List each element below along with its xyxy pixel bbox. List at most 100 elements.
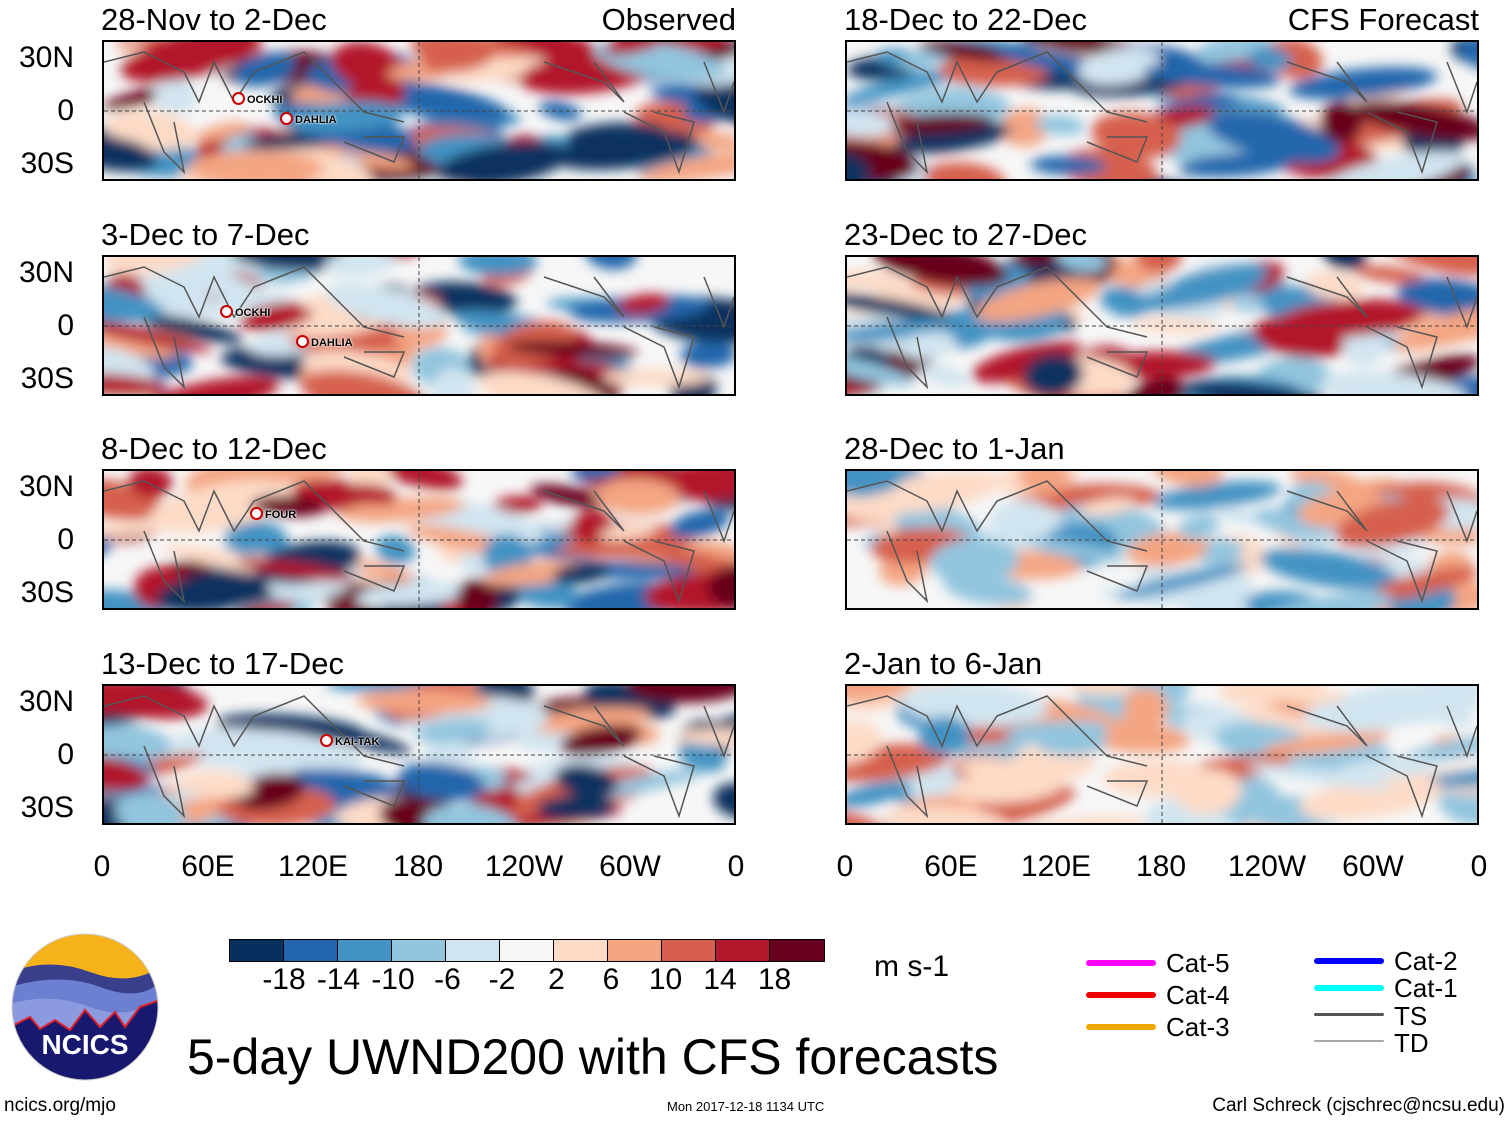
lat-tick-label: 30N (18, 41, 74, 74)
lon-tick-label: 0 (1470, 850, 1488, 883)
wind-anomaly-contour (136, 313, 244, 344)
wind-anomaly-contour (115, 792, 186, 823)
wind-anomaly-contour (506, 340, 638, 359)
wind-anomaly-contour (847, 780, 913, 808)
wind-anomaly-contour (1368, 567, 1477, 601)
wind-anomaly-contour (929, 538, 1020, 584)
wind-anomaly-contour (1216, 506, 1264, 526)
wind-anomaly-contour (536, 794, 616, 821)
wind-anomaly-contour (847, 686, 912, 702)
wind-anomaly-contour (1250, 591, 1392, 608)
wind-anomaly-contour (847, 720, 883, 766)
lon-tick-label: 120W (1227, 850, 1307, 883)
wind-anomaly-contour (989, 500, 1060, 543)
track-line-cat-2 (1314, 958, 1384, 964)
wind-anomaly-contour (325, 282, 448, 328)
wind-anomaly-contour (154, 77, 198, 114)
wind-anomaly-contour (1420, 766, 1477, 788)
wind-anomaly-contour (617, 293, 670, 315)
wind-anomaly-contour (1015, 816, 1148, 823)
track-legend-label: Cat-3 (1166, 1012, 1230, 1042)
colorbar-swatch (716, 940, 770, 961)
wind-anomaly-contour (1091, 112, 1182, 159)
wind-anomaly-contour (338, 497, 466, 523)
lon-tick-label: 120W (484, 850, 564, 883)
wind-anomaly-contour (1000, 108, 1050, 147)
wind-anomaly-contour (873, 257, 1008, 287)
wind-anomaly-contour (1019, 42, 1126, 55)
wind-anomaly-contour (923, 162, 1006, 179)
wind-anomaly-contour (1332, 756, 1439, 781)
wind-anomaly-contour (898, 331, 957, 360)
wind-anomaly-contour (1066, 686, 1135, 696)
wind-anomaly-contour (680, 341, 734, 368)
lon-tick-label: 0 (93, 850, 111, 883)
lon-tick-label: 120E (1020, 850, 1092, 883)
track-legend-label: Cat-2 (1394, 946, 1458, 976)
wind-anomaly-contour (1077, 47, 1161, 86)
wind-anomaly-contour (1323, 257, 1368, 270)
wind-anomaly-contour (104, 257, 207, 275)
wind-anomaly-contour (1396, 278, 1477, 317)
wind-anomaly-contour (1125, 377, 1187, 394)
wind-anomaly-contour (231, 257, 352, 271)
panel-title: 28-Dec to 1-Jan (844, 431, 1065, 466)
track-legend-label: TD (1394, 1028, 1429, 1058)
wind-anomaly-contour (899, 686, 1049, 727)
wind-anomaly-contour (847, 109, 895, 137)
lon-tick-label: 60W (1342, 850, 1404, 883)
colorbar-label: 6 (602, 963, 620, 996)
wind-anomaly-contour (1247, 47, 1293, 71)
colorbar-label: 10 (648, 963, 683, 996)
wind-anomaly-contour (233, 601, 297, 608)
wind-anomaly-contour (847, 269, 898, 291)
map-panel (845, 684, 1479, 825)
wind-anomaly-contour (104, 135, 156, 167)
wind-anomaly-contour (238, 558, 355, 582)
wind-anomaly-contour (300, 370, 429, 394)
wind-anomaly-contour (1182, 380, 1327, 394)
wind-anomaly-contour (1178, 513, 1220, 540)
wind-anomaly-contour (456, 578, 500, 608)
wind-anomaly-contour (847, 493, 899, 523)
wind-anomaly-contour (1438, 784, 1477, 823)
track-legend-label: Cat-5 (1166, 948, 1230, 978)
storm-label: DAHLIA (280, 112, 337, 126)
colorbar-label: -10 (371, 963, 415, 996)
wind-anomaly-contour (1178, 152, 1294, 178)
lat-tick-label: 30N (18, 256, 74, 289)
lon-tick-label: 60E (181, 850, 235, 883)
wind-anomaly-contour (1143, 62, 1282, 89)
lat-tick-label: 30S (20, 791, 74, 824)
wind-anomaly-contour (104, 334, 177, 359)
wind-anomaly-contour (1354, 265, 1427, 284)
wind-anomaly-contour (554, 764, 618, 798)
wind-anomaly-contour (559, 724, 642, 756)
wind-anomaly-contour (1030, 155, 1107, 175)
lon-tick-label: 0 (836, 850, 854, 883)
colorbar-swatch (500, 940, 554, 961)
wind-anomaly-contour (1206, 110, 1341, 164)
lon-tick-label: 60W (599, 850, 661, 883)
lat-tick-label: 0 (57, 94, 74, 127)
wind-anomaly-contour (1259, 548, 1398, 590)
wind-anomaly-contour (415, 718, 493, 744)
lon-tick-label: 0 (727, 850, 745, 883)
wind-anomaly-contour (1034, 115, 1085, 136)
wind-anomaly-contour (552, 130, 699, 170)
wind-anomaly-contour (1126, 532, 1209, 567)
footer-url[interactable]: ncics.org/mjo (4, 1095, 116, 1116)
wind-anomaly-contour (324, 257, 398, 277)
colorbar-label: 2 (548, 963, 565, 996)
wind-anomaly-contour (398, 762, 485, 801)
wind-anomaly-contour (713, 782, 734, 819)
wind-anomaly-contour (675, 728, 734, 746)
wind-anomaly-contour (919, 364, 970, 387)
lon-tick-label: 180 (392, 850, 444, 883)
coastline (847, 695, 1477, 819)
wind-anomaly-contour (654, 471, 734, 501)
map-panel (102, 469, 736, 610)
wind-anomaly-contour (492, 496, 542, 514)
wind-anomaly-contour (375, 81, 510, 124)
